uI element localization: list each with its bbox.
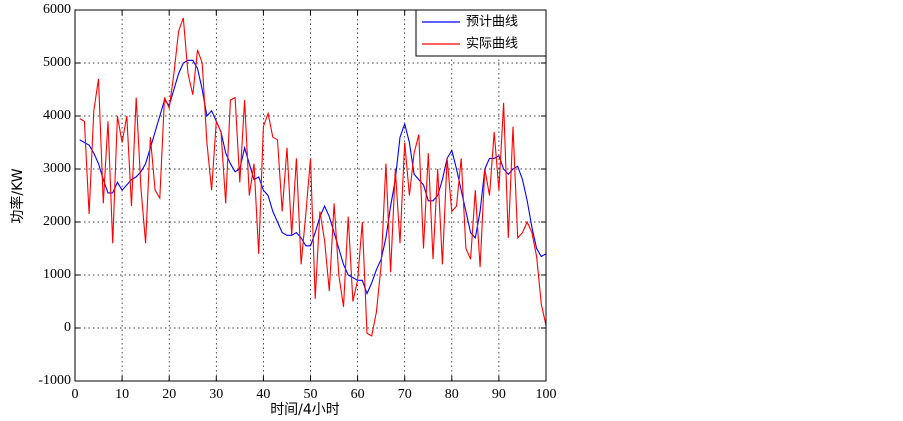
y-tick-label: 0	[64, 320, 71, 335]
x-tick-label: 90	[492, 387, 506, 402]
y-tick-label: 4000	[43, 108, 71, 123]
x-axis-label: 时间/4小时	[270, 402, 340, 418]
x-tick-label: 40	[256, 387, 270, 402]
x-tick-label: 30	[209, 387, 223, 402]
x-tick-label: 0	[72, 387, 79, 402]
plot-frame	[74, 9, 547, 382]
legend-label: 实际曲线	[466, 37, 518, 52]
y-tick-label: 5000	[43, 55, 71, 70]
y-tick-label: -1000	[38, 373, 71, 388]
x-tick-label: 50	[304, 387, 318, 402]
x-tick-label: 20	[162, 387, 176, 402]
y-tick-label: 1000	[43, 267, 71, 282]
data-line	[79, 59, 547, 296]
data-line	[79, 17, 547, 337]
y-axis-label: 功率/KW	[9, 168, 26, 223]
x-tick-label: 70	[398, 387, 412, 402]
x-tick-label: 80	[445, 387, 459, 402]
x-tick-label: 60	[351, 387, 365, 402]
y-tick-label: 2000	[43, 214, 71, 229]
legend-label: 预计曲线	[466, 15, 518, 30]
legend-box	[415, 9, 547, 57]
y-tick-label: 3000	[43, 161, 71, 176]
x-tick-label: 100	[536, 387, 557, 402]
y-tick-label: 6000	[43, 2, 71, 17]
x-tick-label: 10	[115, 387, 129, 402]
